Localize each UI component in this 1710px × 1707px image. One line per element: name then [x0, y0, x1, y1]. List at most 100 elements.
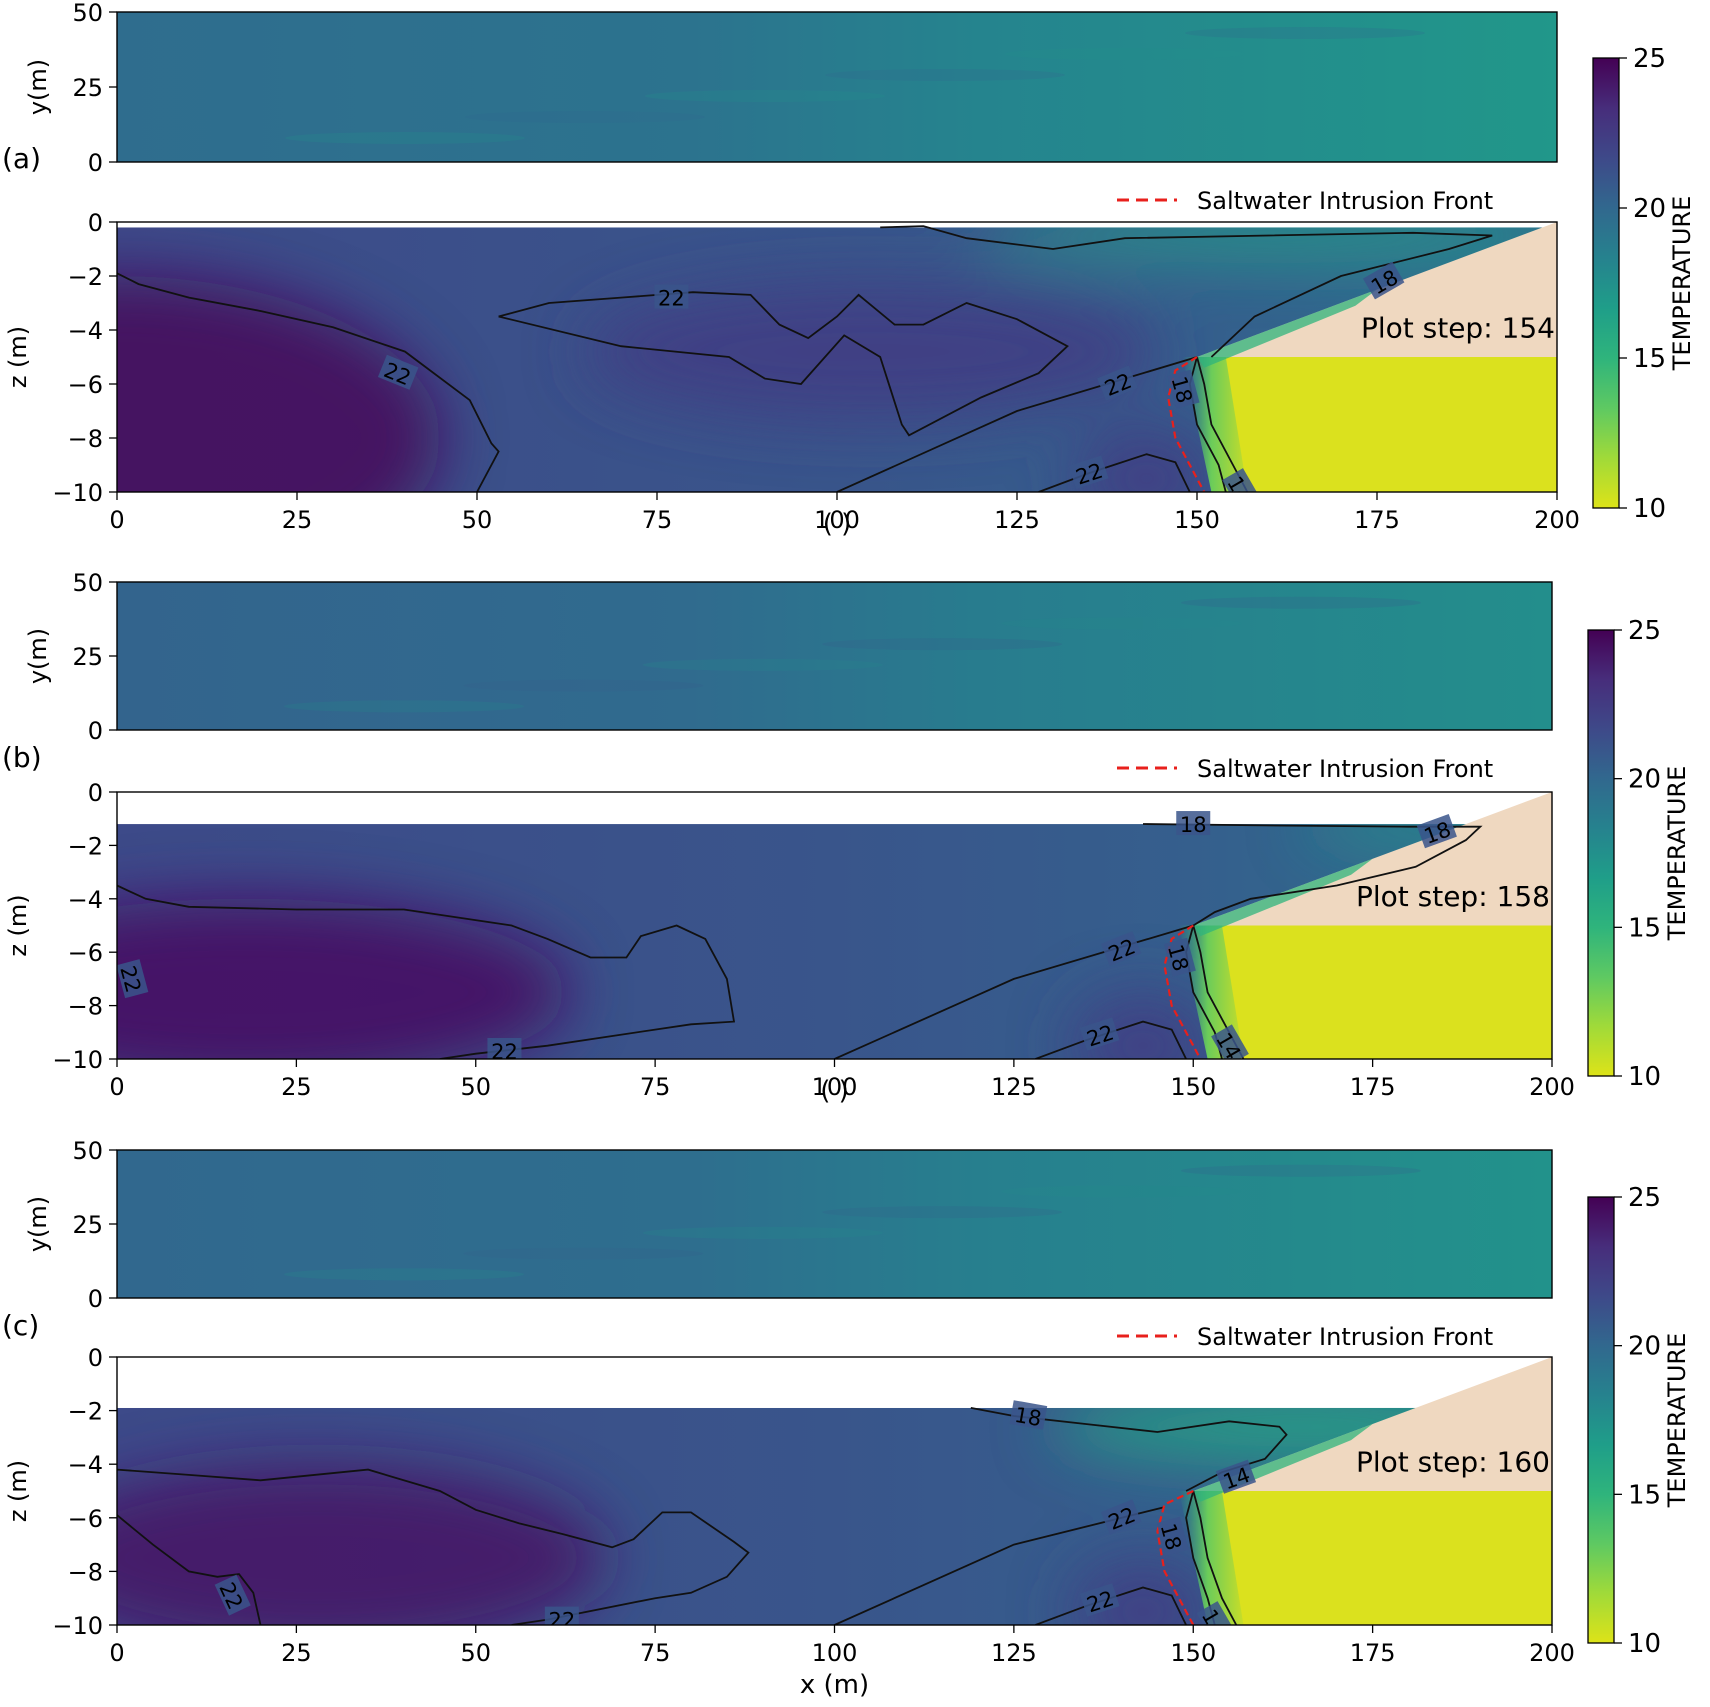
y-tick-label: 0 — [88, 1285, 103, 1313]
top-view-ylabel: y(m) — [24, 59, 52, 115]
shoreline-band — [1193, 858, 1373, 937]
contour-label-bg — [1068, 455, 1109, 489]
z-tick-label: −6 — [68, 939, 103, 967]
freshwater-zone — [1221, 925, 1552, 1059]
warm-core — [117, 898, 569, 1059]
contour-label-bg — [1196, 1601, 1235, 1625]
contour-label-bg — [1009, 1400, 1048, 1430]
top-view-plot: 50 25 0 y(m) — [24, 0, 1558, 177]
x-tick-label: 0 — [109, 1073, 124, 1101]
colorbar-tick-label: 25 — [1628, 616, 1661, 646]
contour-22 — [1035, 1586, 1187, 1625]
x-tick-label: 200 — [1529, 1639, 1575, 1667]
streak — [825, 69, 1065, 81]
contour-label-bg — [1362, 261, 1405, 300]
contour-label-bg — [214, 1574, 251, 1616]
x-tick-label: 150 — [1174, 506, 1220, 534]
legend-front-label: Saltwater Intrusion Front — [1197, 755, 1493, 783]
streak — [1001, 1185, 1242, 1198]
x-tick-label: 25 — [281, 1073, 312, 1101]
contour-label: 14 — [1196, 1601, 1235, 1625]
contour-22 — [498, 291, 1069, 437]
colorbar-tick-label: 10 — [1628, 1629, 1661, 1659]
contour-22 — [1035, 1020, 1187, 1059]
plot-step-label: Plot step: 158 — [1356, 880, 1550, 913]
freshwater-zone — [1221, 1491, 1552, 1625]
contour-label: 22 — [117, 959, 149, 999]
top-view-texture — [285, 27, 1425, 144]
colorbar-label: TEMPERATURE — [1663, 766, 1691, 942]
colorbar-tick-label: 15 — [1628, 913, 1661, 943]
contour-label: 18 — [1416, 814, 1457, 849]
contour-label-text: 18 — [1180, 813, 1207, 837]
y-tick-label: 50 — [72, 1137, 103, 1165]
z-tick-label: −4 — [68, 1451, 103, 1479]
panel-label: (c) — [2, 1309, 39, 1342]
air-region — [117, 222, 1557, 228]
x-tick-label: 175 — [1350, 1639, 1396, 1667]
z-tick-label: −8 — [68, 425, 103, 453]
streak — [1185, 27, 1425, 39]
x-tick-label: 0 — [109, 506, 124, 534]
legend-front-label: Saltwater Intrusion Front — [1197, 187, 1493, 215]
plot-step-label: Plot step: 154 — [1361, 311, 1555, 344]
colorbar-label: TEMPERATURE — [1668, 196, 1696, 372]
contour-label: 18 — [1167, 369, 1200, 409]
streak — [1180, 1164, 1421, 1177]
freshwater-zone — [1225, 357, 1557, 492]
z-tick-label: −10 — [52, 1046, 103, 1074]
y-tick-label: 50 — [72, 569, 103, 597]
colorbar-gradient — [1592, 57, 1620, 509]
z-tick-label: −4 — [68, 317, 103, 345]
colorbar-tick-label: 20 — [1628, 765, 1661, 795]
z-tick-label: −10 — [52, 479, 103, 507]
contour-label-bg — [1176, 811, 1211, 836]
x-tick-label: 125 — [991, 1073, 1037, 1101]
z-tick-label: −6 — [68, 1505, 103, 1533]
streak — [463, 1247, 704, 1260]
section-ylabel: z (m) — [4, 1460, 32, 1522]
contour-label-bg — [1215, 1459, 1257, 1494]
x-tick-label: 50 — [460, 1073, 491, 1101]
streak — [1180, 596, 1421, 609]
streak — [465, 111, 705, 123]
legend-front-label: Saltwater Intrusion Front — [1197, 1323, 1493, 1351]
contour-lines — [117, 225, 1493, 492]
top-view-plot: 50 25 0 y(m) — [24, 1137, 1553, 1313]
z-tick-label: −2 — [68, 1398, 103, 1426]
contour-label-bg — [1416, 814, 1457, 849]
contour-label: 22 — [654, 284, 689, 311]
top-view-field — [117, 582, 1552, 730]
x-tick-label: 200 — [1529, 1073, 1575, 1101]
contour-label-bg — [1156, 1516, 1189, 1556]
streak — [284, 700, 524, 713]
contour-label-bg — [654, 284, 689, 309]
x-tick-label: 125 — [991, 1639, 1037, 1667]
contour-label-text: 22 — [658, 287, 685, 311]
contour-label-text: 22 — [548, 1609, 575, 1633]
panel-label: (a) — [2, 142, 41, 175]
colorbar-tick-label: 25 — [1633, 44, 1666, 74]
top-view-ylabel: y(m) — [24, 1196, 52, 1252]
contour-18 — [1142, 823, 1483, 927]
z-tick-label: −10 — [52, 1612, 103, 1640]
streak — [822, 1206, 1063, 1219]
warm-core — [117, 276, 441, 492]
colorbar-tick-label: 20 — [1633, 194, 1666, 224]
saltwater-intrusion-front — [1156, 1490, 1195, 1625]
contour-label-bg — [487, 1037, 522, 1059]
colorbar-gradient — [1587, 1196, 1615, 1644]
z-tick-label: −2 — [68, 832, 103, 860]
air-region — [117, 1357, 1552, 1408]
contour-label-bg — [1097, 365, 1138, 401]
z-tick-label: −6 — [68, 371, 103, 399]
streak — [1005, 48, 1245, 60]
plot-step-label: Plot step: 160 — [1356, 1446, 1550, 1479]
colorbar-tick-label: 10 — [1633, 494, 1666, 524]
contour-label: 18 — [1009, 1400, 1048, 1431]
